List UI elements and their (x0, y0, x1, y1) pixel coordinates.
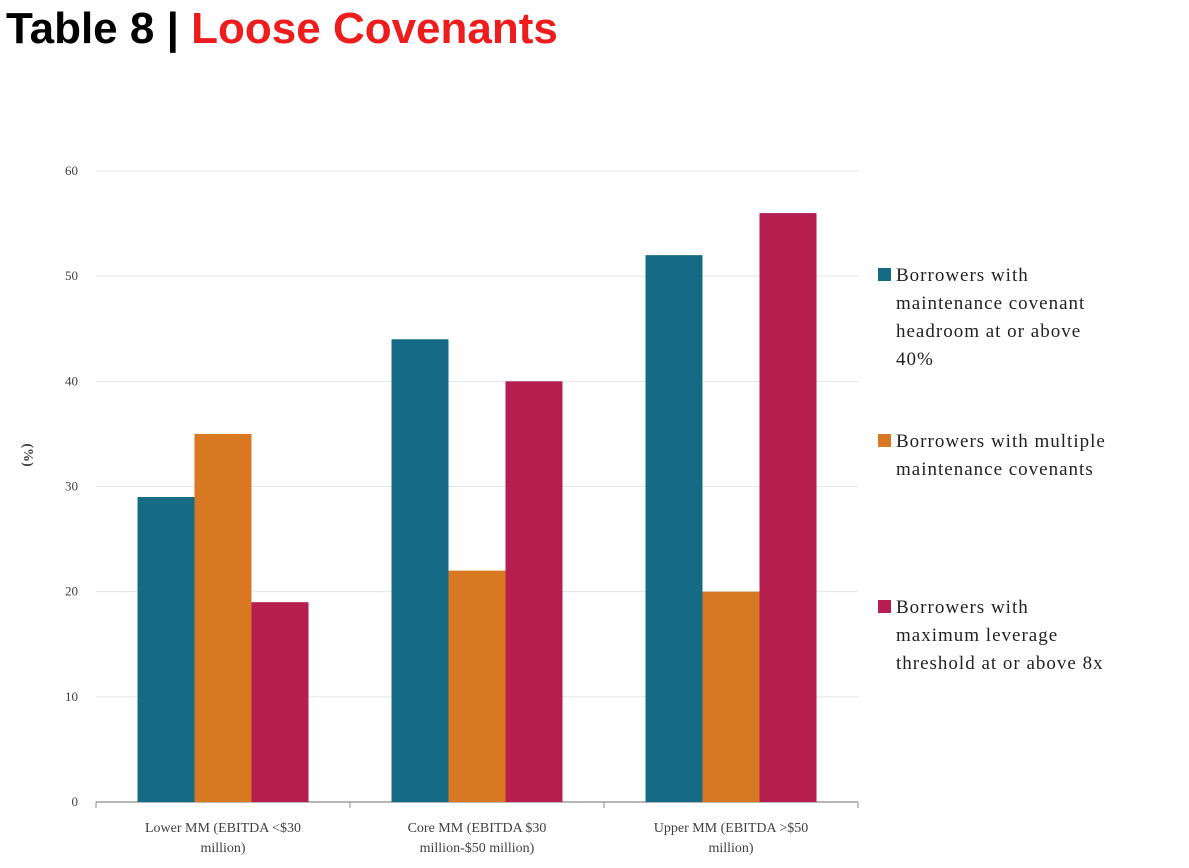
bar-series-1 (137, 497, 195, 802)
x-tick-label: Lower MM (EBITDA <$30 (145, 821, 301, 836)
bar-series-2 (448, 570, 506, 802)
bar-series-1 (391, 339, 449, 802)
y-tick-label: 30 (65, 479, 78, 494)
y-tick-label: 40 (65, 373, 78, 388)
legend-item-series-2: Borrowers with multiple maintenance cove… (878, 428, 1168, 484)
legend-line: threshold at or above 8x (896, 653, 1104, 674)
y-tick-label: 0 (72, 794, 79, 809)
legend-line: headroom at or above (896, 321, 1082, 342)
x-tick-label: million-$50 million) (420, 841, 535, 856)
bar-series-3 (251, 602, 309, 802)
x-tick-label: million) (200, 841, 245, 856)
legend-label-series-3: Borrowers with maximum leverage threshol… (896, 594, 1168, 678)
legend-line: maximum leverage (896, 625, 1059, 646)
x-tick-label: Core MM (EBITDA $30 (408, 821, 547, 836)
legend-line: maintenance covenants (896, 459, 1094, 480)
legend-line: 40% (896, 349, 934, 370)
title-prefix: Table 8 (6, 4, 155, 53)
y-axis-label: (%) (20, 443, 35, 467)
y-tick-label: 60 (65, 163, 78, 178)
bar-series-1 (645, 255, 703, 803)
page-title: Table 8 | Loose Covenants (6, 0, 558, 58)
legend-swatch-series-2 (878, 434, 891, 447)
legend-swatch-series-3 (878, 600, 891, 613)
legend-label-series-2: Borrowers with multiple maintenance cove… (896, 428, 1168, 484)
bar-series-2 (702, 591, 760, 802)
bar-series-2 (194, 433, 252, 802)
legend-line: Borrowers with multiple (896, 431, 1106, 452)
y-tick-label: 20 (65, 584, 78, 599)
legend-swatch-series-1 (878, 268, 891, 281)
legend-label-series-1: Borrowers with maintenance covenant head… (896, 262, 1168, 374)
legend-line: maintenance covenant (896, 293, 1086, 314)
y-tick-label: 10 (65, 689, 78, 704)
title-text: Loose Covenants (191, 4, 558, 53)
y-tick-label: 50 (65, 268, 78, 283)
legend-item-series-1: Borrowers with maintenance covenant head… (878, 262, 1168, 374)
title-separator: | (166, 4, 179, 53)
x-tick-label: million) (708, 841, 753, 856)
bar-series-3 (759, 213, 817, 803)
bar-series-3 (505, 381, 563, 802)
legend-line: Borrowers with (896, 597, 1029, 618)
x-tick-label: Upper MM (EBITDA >$50 (654, 821, 809, 836)
legend-item-series-3: Borrowers with maximum leverage threshol… (878, 594, 1168, 678)
legend-line: Borrowers with (896, 265, 1029, 286)
